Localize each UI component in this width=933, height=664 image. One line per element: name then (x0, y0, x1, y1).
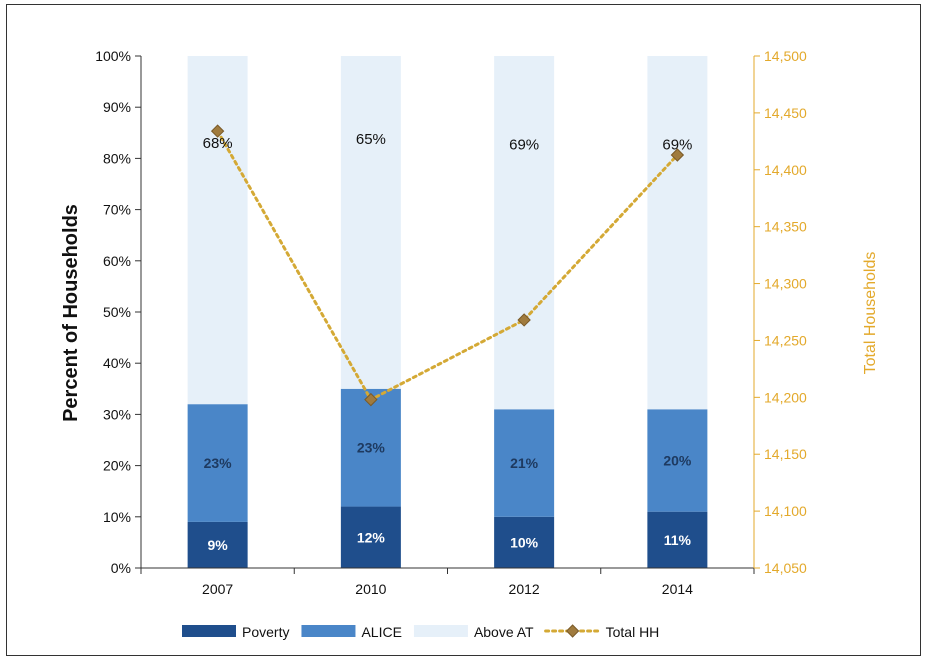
bar-above-at-2007 (187, 56, 248, 405)
y2-tick-label: 14,200 (764, 389, 807, 405)
data-label-alice-2010: 23% (357, 440, 386, 456)
bar-above-at-2012 (494, 56, 555, 410)
data-label-above-at-2012: 69% (509, 136, 539, 153)
bar-poverty-2014 (647, 511, 708, 568)
y2-tick-label: 14,450 (764, 105, 807, 121)
legend-label-above-at: Above AT (474, 624, 534, 640)
line-layer (210, 124, 685, 407)
legend-marker-total-hh (565, 624, 580, 638)
x-tick-label: 2014 (662, 581, 693, 597)
bar-above-at-2014 (647, 56, 708, 410)
y2-tick-label: 14,150 (764, 446, 807, 462)
y2-tick-label: 14,300 (764, 276, 807, 292)
line-total-hh (216, 129, 679, 402)
y-tick-label: 80% (103, 150, 131, 166)
data-label-above-at-2010: 65% (356, 131, 386, 148)
y-tick-label: 100% (95, 48, 131, 64)
chart-frame: 0% 10% 20% 30% 40% 50% 60% 70% 80% 90% 100% 2007 201… (6, 4, 921, 656)
y2-tick-label: 14,400 (764, 162, 807, 178)
marker-total-hh-2014 (670, 148, 685, 162)
legend: Poverty ALICE Above AT Total HH (182, 624, 659, 640)
y2-tick-label: 14,350 (764, 219, 807, 235)
data-label-alice-2014: 20% (663, 452, 692, 468)
legend-label-alice: ALICE (361, 624, 401, 640)
legend-swatch-poverty (182, 625, 236, 637)
y2-tick-label: 14,100 (764, 503, 807, 519)
y-axis-title: Percent of Households (60, 204, 82, 422)
bar-alice-2014 (647, 409, 708, 512)
data-label-alice-2012: 21% (510, 455, 539, 471)
y-tick-label: 60% (103, 253, 131, 269)
bars-layer (187, 56, 708, 568)
legend-swatch-above-at (413, 625, 468, 637)
bar-poverty-2007 (187, 521, 248, 568)
marker-total-hh-2012 (517, 313, 531, 327)
y2-tick-label: 14,500 (764, 48, 807, 64)
y2-tick-label: 14,250 (764, 332, 807, 348)
bar-alice-2012 (494, 409, 555, 517)
bar-alice-2007 (187, 404, 248, 522)
legend-label-poverty: Poverty (242, 624, 289, 640)
x-tick-label: 2012 (509, 581, 540, 597)
y-tick-label: 10% (103, 509, 131, 525)
bar-above-at-2010 (340, 56, 401, 389)
y2-tick-label: 14,050 (764, 560, 807, 576)
data-label-poverty-2010: 12% (357, 529, 386, 545)
data-label-above-at-2014: 69% (662, 136, 692, 153)
bar-poverty-2012 (494, 516, 555, 568)
legend-label-total-hh: Total HH (606, 624, 660, 640)
bar-alice-2010 (340, 388, 401, 507)
data-label-poverty-2014: 11% (664, 532, 692, 548)
y-tick-label: 40% (103, 355, 131, 371)
household-chart: 0% 10% 20% 30% 40% 50% 60% 70% 80% 90% 100% 2007 201… (60, 48, 879, 640)
data-label-poverty-2012: 10% (510, 534, 539, 550)
bar-poverty-2010 (340, 506, 401, 568)
x-tick-label: 2007 (202, 581, 233, 597)
y-tick-label: 20% (103, 458, 131, 474)
y2-axis-title: Total Households (862, 252, 879, 375)
x-tick-label: 2010 (355, 581, 386, 597)
y-tick-label: 50% (103, 304, 131, 320)
data-label-above-at-2007: 68% (203, 135, 233, 152)
y-tick-label: 30% (103, 406, 131, 422)
y-tick-label: 90% (103, 99, 131, 115)
legend-swatch-alice (301, 625, 356, 637)
data-label-poverty-2007: 9% (208, 537, 229, 553)
data-label-alice-2007: 23% (204, 455, 233, 471)
y-tick-label: 0% (111, 560, 131, 576)
marker-total-hh-2010 (364, 392, 378, 407)
labels-layer: 9% 23% 68% 12% 23% 65% 10% 21% 69% 11% 20% 69% (203, 131, 693, 553)
y-tick-label: 70% (103, 202, 131, 218)
axes-layer: 0% 10% 20% 30% 40% 50% 60% 70% 80% 90% 100% 2007 201… (95, 48, 807, 597)
marker-total-hh-2007 (210, 124, 225, 138)
